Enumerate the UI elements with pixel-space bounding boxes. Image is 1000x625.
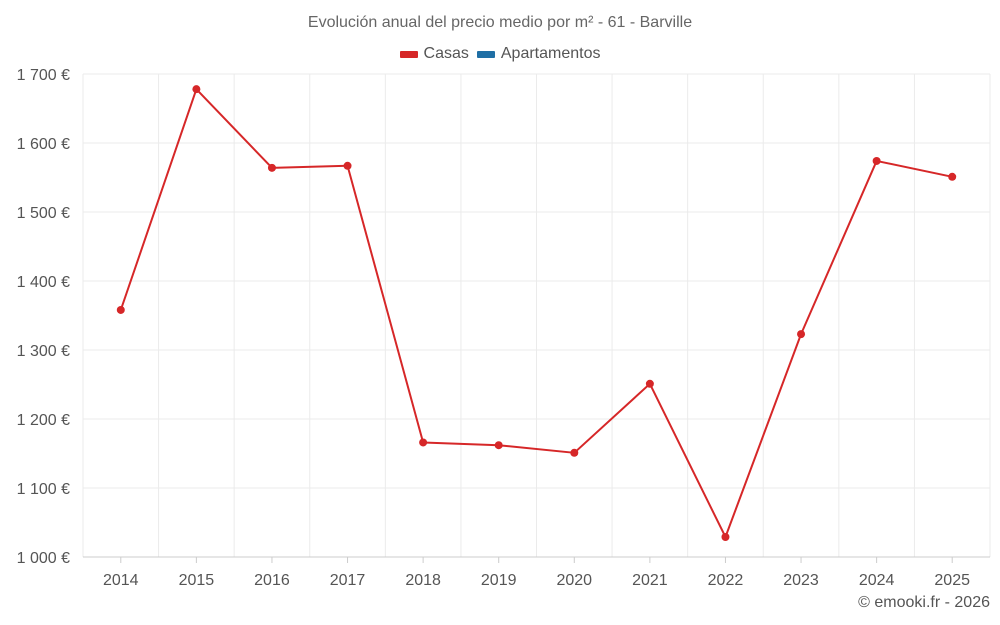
- data-point-2025: [948, 172, 957, 181]
- x-tick-label: 2018: [405, 572, 441, 589]
- data-point-2021: [645, 379, 654, 388]
- x-tick-label: 2023: [783, 572, 819, 589]
- x-tick-label: 2015: [179, 572, 215, 589]
- legend-item-casas[interactable]: Casas: [399, 45, 469, 63]
- data-point-2020: [570, 448, 579, 457]
- legend-item-apartamentos[interactable]: Apartamentos: [476, 45, 601, 63]
- y-tick-label: 1 600 €: [17, 136, 70, 153]
- y-tick-label: 1 300 €: [17, 343, 70, 360]
- x-tick-label: 2019: [481, 572, 517, 589]
- data-point-2023: [797, 330, 806, 339]
- data-point-2015: [192, 85, 201, 94]
- x-tick-label: 2025: [934, 572, 970, 589]
- x-tick-label: 2021: [632, 572, 668, 589]
- data-point-2016: [267, 163, 276, 172]
- data-point-2017: [343, 161, 352, 170]
- y-tick-label: 1 500 €: [17, 205, 70, 222]
- y-tick-label: 1 100 €: [17, 481, 70, 498]
- legend-swatch-casas: [399, 50, 418, 58]
- legend-swatch-apartamentos: [476, 50, 495, 58]
- credit-text: © emooki.fr - 2026: [858, 594, 990, 611]
- x-tick-label: 2016: [254, 572, 290, 589]
- y-tick-label: 1 700 €: [17, 67, 70, 84]
- x-tick-label: 2024: [859, 572, 895, 589]
- data-point-2019: [494, 441, 503, 450]
- x-tick-label: 2014: [103, 572, 139, 589]
- series-line-casas: [119, 88, 953, 538]
- y-tick-label: 1 400 €: [17, 274, 70, 291]
- y-tick-label: 1 200 €: [17, 412, 70, 429]
- legend-label-casas: Casas: [423, 45, 469, 62]
- data-point-2022: [721, 532, 730, 541]
- legend-label-apartamentos: Apartamentos: [500, 45, 601, 62]
- x-tick-label: 2020: [556, 572, 592, 589]
- data-point-2018: [419, 438, 428, 447]
- data-point-2014: [116, 305, 125, 314]
- x-tick-label: 2022: [708, 572, 744, 589]
- chart-title: Evolución anual del precio medio por m² …: [307, 14, 693, 31]
- x-tick-label: 2017: [330, 572, 366, 589]
- data-point-2024: [872, 156, 881, 165]
- chart-legend: Casas Apartamentos: [0, 45, 1000, 63]
- y-tick-label: 1 000 €: [17, 550, 70, 567]
